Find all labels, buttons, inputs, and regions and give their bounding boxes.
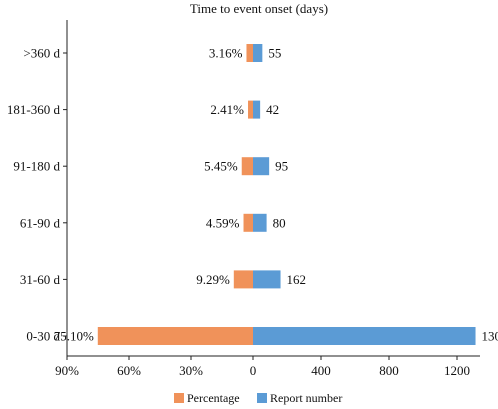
category-label-31-60-d: 31-60 d [20,272,61,287]
label-report-number-0-30-d: 1309 [482,329,498,344]
label-report-number-360-d: 55 [268,46,281,61]
label-percentage-360-d: 3.16% [209,46,243,61]
x-tick-label-pct-90: 90% [55,363,79,378]
bar-report-number-91-180-d [253,157,270,176]
bar-percentage-0-30-d [97,327,253,345]
label-percentage-181-360-d: 2.41% [210,102,244,117]
category-label-61-90-d: 61-90 d [20,215,61,230]
bar-report-number-31-60-d [253,270,281,289]
x-tick-label-num-0: 0 [250,363,257,378]
legend-label-report-number: Report number [270,391,342,405]
x-tick-label-pct-30: 30% [179,363,203,378]
category-label-181-360-d: 181-360 d [7,102,61,117]
legend-swatch-percentage [174,393,184,403]
bar-percentage-91-180-d [241,157,253,176]
bar-percentage-181-360-d [248,100,253,119]
x-tick-label-pct-60: 60% [117,363,141,378]
bar-percentage-31-60-d [233,270,253,289]
axes [66,20,480,357]
label-percentage-91-180-d: 5.45% [204,159,238,174]
legend-label-percentage: Percentage [187,391,240,405]
bar-report-number-360-d [253,44,263,62]
label-report-number-91-180-d: 95 [275,159,288,174]
category-label-91-180-d: 91-180 d [13,159,60,174]
label-report-number-181-360-d: 42 [266,102,279,117]
label-percentage-0-30-d: 75.10% [54,329,94,344]
legend: Percentage Report number [174,391,342,405]
bar-report-number-181-360-d [253,100,261,119]
bar-percentage-360-d [246,44,253,62]
label-report-number-61-90-d: 80 [273,215,286,230]
chart-title: Time to event onset (days) [190,1,328,16]
x-tick-label-num-1200: 1200 [444,363,470,378]
label-percentage-31-60-d: 9.29% [196,272,230,287]
bar-report-number-61-90-d [253,213,267,232]
category-label-360-d: >360 d [23,46,60,61]
label-percentage-61-90-d: 4.59% [206,215,240,230]
x-tick-label-num-800: 800 [379,363,399,378]
x-axis-ticks: 90% 60% 30% 0 400 800 1200 [55,356,470,378]
label-report-number-31-60-d: 162 [287,272,307,287]
bar-labels: 3.16% 55 2.41% 42 5.45% 95 4.59% 80 9.29% 162 75.1… [54,46,498,344]
bar-report-number-0-30-d [253,327,476,345]
bar-percentage-61-90-d [243,213,253,232]
category-label-0-30-d: 0-30 d [26,329,60,344]
x-tick-label-num-400: 400 [311,363,331,378]
category-labels: >360 d 181-360 d 91-180 d 61-90 d 31-60 d 0-3… [7,46,67,344]
legend-swatch-report-number [257,393,267,403]
bars [97,44,476,345]
